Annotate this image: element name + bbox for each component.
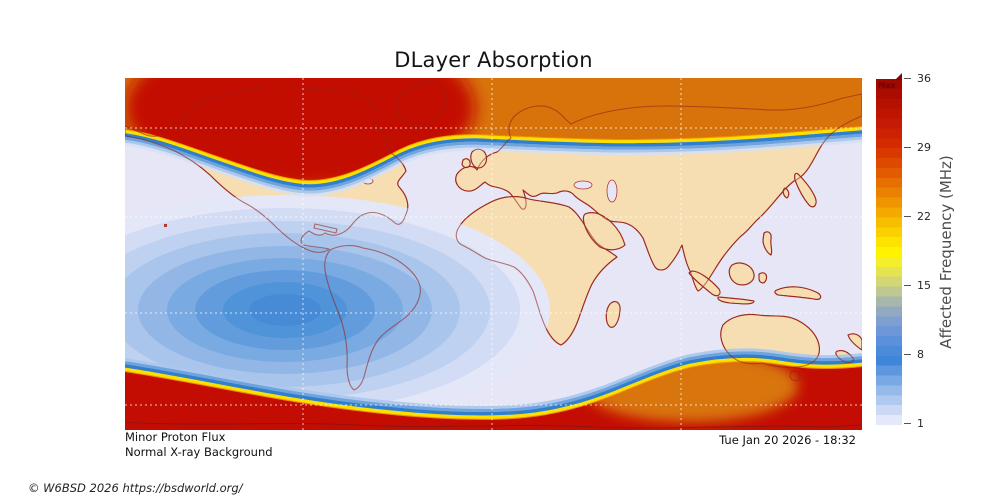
colorbar-axis-label: Affected Frequency (MHz) [937, 155, 955, 349]
colorbar-max-label: Max [878, 81, 896, 90]
proton-flux-status: Minor Proton Flux [125, 430, 226, 444]
island-dot [164, 224, 167, 227]
absorption-map-svg [125, 78, 862, 430]
page-title: DLayer Absorption [394, 48, 593, 72]
colorbar-max-arrow-icon [895, 73, 902, 80]
antarctica-coastline [125, 421, 862, 429]
map-timestamp: Tue Jan 20 2026 - 18:32 [719, 433, 856, 447]
graticule [125, 78, 862, 430]
tick-mark [904, 147, 911, 149]
xray-background-status: Normal X-ray Background [125, 445, 273, 459]
tick-mark [904, 285, 911, 287]
tick-mark [904, 423, 911, 425]
copyright-footer: © W6BSD 2026 https://bsdworld.org/ [28, 481, 243, 495]
tick-mark [904, 78, 911, 80]
colorbar [876, 79, 902, 425]
tick-mark [904, 354, 911, 356]
world-map [125, 78, 862, 430]
tick-mark [904, 216, 911, 218]
condition-status: Minor Proton Flux Normal X-ray Backgroun… [125, 430, 273, 460]
low-absorption-contours [125, 195, 550, 425]
